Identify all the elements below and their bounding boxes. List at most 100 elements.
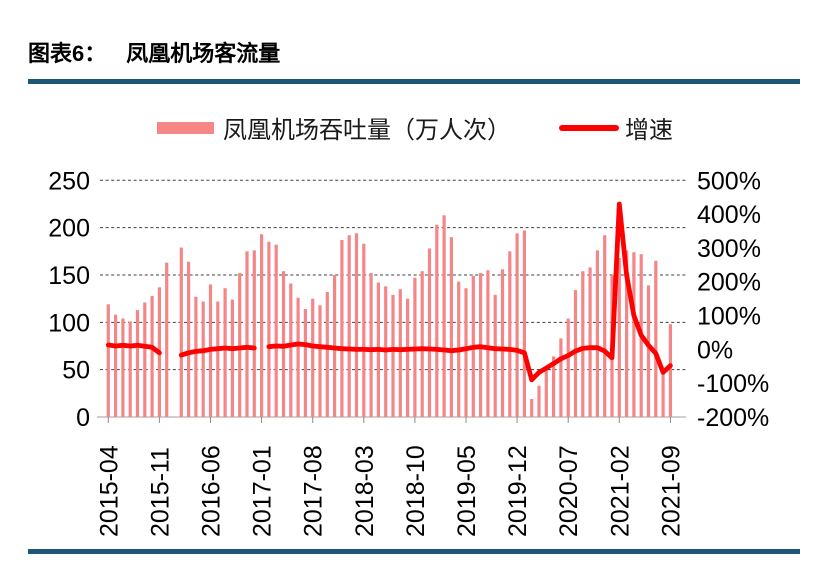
bar-2021-02 — [617, 257, 621, 417]
bar-2015-12 — [165, 262, 169, 417]
bar-2018-12 — [427, 248, 432, 417]
bar-2019-09 — [493, 294, 497, 417]
bar-2017-09 — [318, 305, 322, 417]
figure-title: 图表6： 凤凰机场客流量 — [28, 36, 280, 68]
bar-2019-12 — [515, 233, 519, 417]
bar-2020-01 — [522, 230, 526, 417]
bar-2015-09 — [143, 302, 147, 417]
x-tick-label: 2019-12 — [504, 445, 532, 537]
growth-line — [105, 201, 673, 383]
bar-2021-03 — [625, 250, 629, 417]
bar-2017-05 — [289, 283, 293, 417]
x-tick-label: 2021-09 — [657, 445, 685, 537]
left-tick-label: 200 — [48, 215, 90, 243]
left-tick-label: 250 — [48, 167, 90, 195]
bar-2016-08 — [223, 288, 227, 417]
bar-2016-11 — [245, 251, 249, 417]
bar-2021-09 — [668, 324, 672, 417]
bar-2016-05 — [201, 301, 205, 417]
bar-2020-10 — [588, 267, 592, 417]
bar-2016-04 — [194, 296, 198, 417]
bar-2018-03 — [362, 243, 366, 417]
right-tick-label: 200% — [697, 269, 761, 297]
right-tick-label: -200% — [697, 404, 769, 432]
x-tick-label: 2015-04 — [95, 445, 123, 537]
bar-2017-02 — [267, 241, 271, 417]
bar-2019-02 — [442, 215, 446, 417]
bar-2020-03 — [537, 385, 541, 417]
bar-2021-04 — [632, 252, 636, 417]
chart-legend: 凤凰机场吞吐量（万人次） 增速 — [0, 110, 830, 145]
bar-2021-07 — [654, 260, 658, 417]
bar-2017-12 — [340, 239, 344, 417]
left-axis-labels: 250 200 150 100 50 0 — [48, 167, 90, 432]
figure-title-prefix: 图表6： — [28, 41, 107, 66]
x-tick-label: 2018-03 — [351, 445, 379, 537]
bar-2015-06 — [121, 318, 125, 417]
bar-2018-04 — [369, 273, 373, 417]
bar-2021-08 — [661, 374, 665, 417]
right-tick-label: 500% — [697, 167, 761, 195]
left-tick-label: 50 — [62, 357, 90, 385]
bar-2019-05 — [464, 288, 468, 417]
bar-2017-03 — [274, 244, 278, 417]
bar-2019-08 — [486, 270, 490, 417]
bar-2019-11 — [508, 251, 512, 417]
bar-2020-07 — [566, 318, 570, 417]
right-tick-label: 400% — [697, 201, 761, 229]
right-tick-label: 300% — [697, 235, 761, 263]
bar-2020-12 — [603, 235, 607, 417]
bar-2020-06 — [559, 338, 563, 417]
bar-2019-10 — [500, 269, 505, 417]
bar-2016-03 — [187, 261, 191, 417]
bar-2015-05 — [114, 314, 118, 417]
top-divider — [28, 79, 800, 84]
right-tick-label: 0% — [697, 336, 733, 364]
x-tick-label: 2020-07 — [555, 445, 583, 537]
bar-2019-03 — [449, 237, 453, 417]
bar-2016-12 — [252, 250, 256, 417]
left-tick-label: 150 — [48, 262, 90, 290]
bar-2015-07 — [128, 321, 132, 417]
x-tick-label: 2021-02 — [606, 445, 634, 537]
bar-2021-06 — [646, 285, 651, 417]
bar-2018-11 — [420, 271, 424, 417]
bar-2018-02 — [354, 233, 359, 417]
bar-2018-09 — [406, 298, 410, 417]
bar-2020-05 — [552, 356, 556, 417]
bottom-divider — [28, 549, 800, 554]
legend-bar-label: 凤凰机场吞吐量（万人次） — [223, 117, 511, 144]
right-tick-label: 100% — [697, 303, 761, 331]
bar-2020-11 — [595, 250, 599, 417]
bar-2018-07 — [391, 294, 395, 417]
bar-2020-09 — [581, 271, 585, 417]
bar-2016-02 — [179, 247, 183, 417]
bar-2015-08 — [135, 310, 140, 417]
throughput-bars — [106, 215, 672, 417]
bar-2017-06 — [296, 297, 300, 417]
bar-2016-10 — [238, 273, 242, 417]
x-axis — [97, 416, 686, 423]
x-tick-label: 2017-08 — [300, 445, 328, 537]
x-tick-label: 2016-06 — [198, 445, 226, 537]
legend-bar-swatch — [157, 121, 214, 134]
bar-2015-04 — [106, 304, 110, 417]
x-tick-label: 2018-10 — [402, 445, 430, 537]
bar-2018-01 — [347, 235, 351, 417]
figure-title-text: 凤凰机场客流量 — [126, 41, 281, 66]
legend-line-label: 增速 — [625, 117, 673, 144]
legend-line-swatch — [559, 124, 619, 131]
x-tick-label: 2017-01 — [249, 445, 277, 537]
right-axis-labels: 500% 400% 300% 200% 100% 0% -100% -200% — [697, 167, 769, 432]
bar-2017-10 — [325, 292, 329, 417]
bar-2015-10 — [150, 295, 154, 417]
x-axis-labels: 2015-04 2015-11 2016-06 2017-01 2017-08 2018-… — [95, 445, 685, 537]
bar-2016-07 — [216, 301, 220, 417]
left-tick-label: 100 — [48, 309, 90, 337]
bar-2019-01 — [435, 224, 439, 417]
left-tick-label: 0 — [76, 404, 90, 432]
bar-2016-09 — [230, 299, 234, 417]
x-tick-label: 2015-11 — [146, 447, 174, 537]
